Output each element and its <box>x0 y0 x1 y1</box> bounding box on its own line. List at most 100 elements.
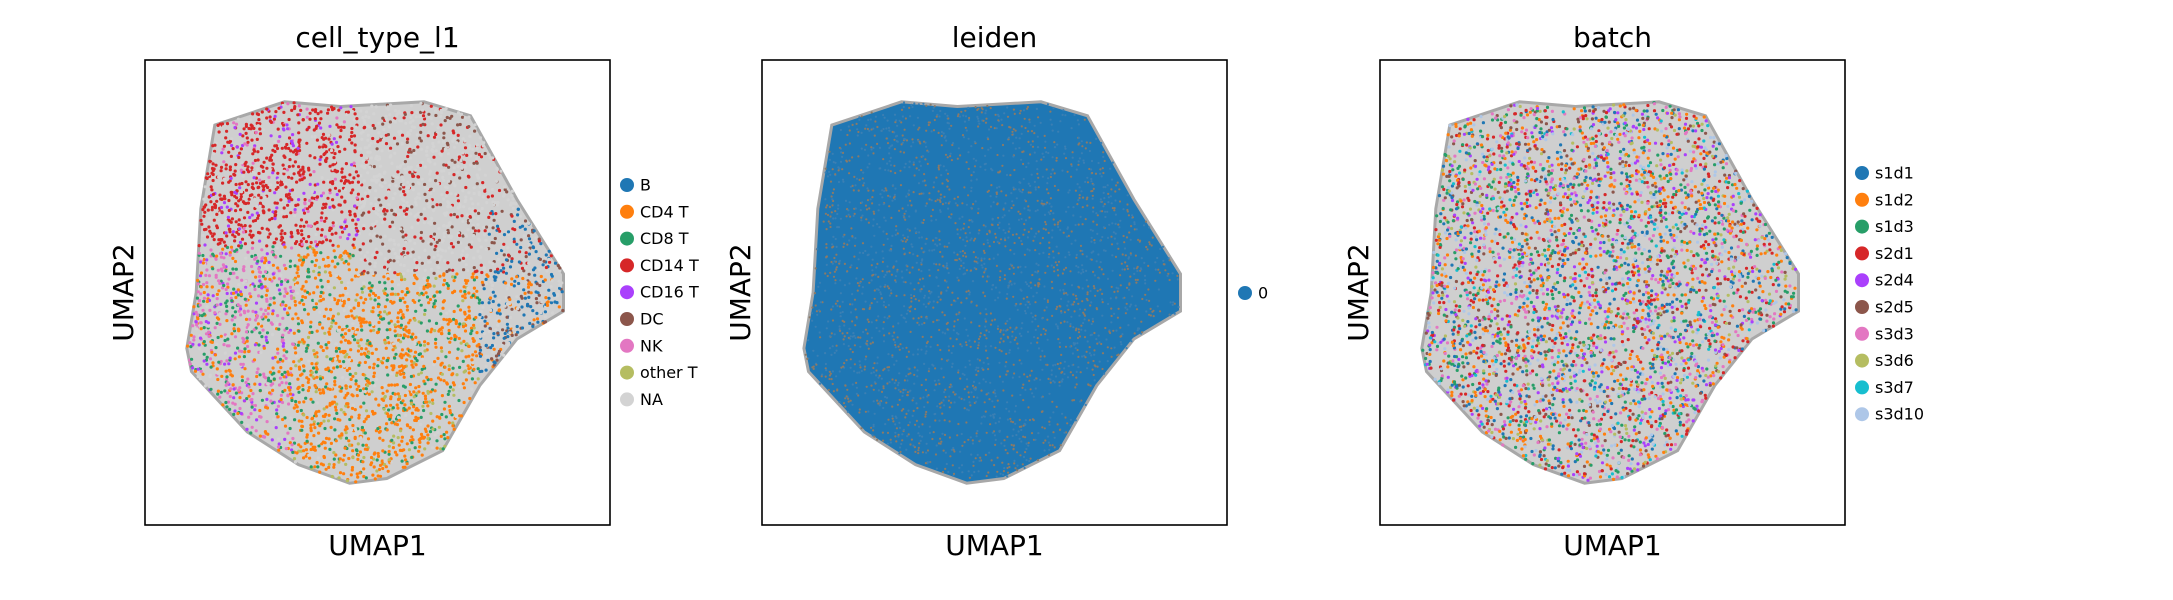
cell-point <box>232 396 236 400</box>
cell-point <box>247 394 251 398</box>
cell-point <box>1052 218 1055 221</box>
cell-point <box>435 203 439 207</box>
cell-point <box>403 255 407 259</box>
cell-point <box>510 337 515 341</box>
cell-point <box>831 345 834 348</box>
cell-point <box>1072 214 1075 217</box>
cell-point <box>268 232 272 236</box>
cell-point <box>436 182 440 186</box>
cell-point <box>513 228 517 232</box>
cell-point <box>255 137 259 141</box>
cell-point <box>473 350 478 354</box>
cell-point <box>281 344 285 348</box>
cell-point <box>938 382 941 385</box>
cell-point <box>997 420 1001 423</box>
cell-point <box>1045 188 1048 191</box>
cell-point <box>981 147 984 150</box>
cell-point <box>872 400 875 403</box>
cell-point <box>225 122 230 126</box>
cell-point <box>313 110 318 114</box>
cell-point <box>220 197 224 201</box>
cell-point <box>209 387 213 391</box>
cell-point <box>334 474 338 478</box>
cell-point <box>481 144 485 148</box>
cell-point <box>336 432 340 436</box>
cell-point <box>192 338 196 342</box>
cell-point <box>855 392 859 395</box>
cell-point <box>351 326 355 331</box>
cell-point <box>491 290 495 294</box>
cell-point <box>855 177 859 180</box>
cell-point <box>239 168 243 172</box>
cell-point <box>268 303 272 307</box>
cell-point <box>848 327 851 330</box>
cell-point <box>1070 315 1073 318</box>
cell-point <box>265 397 269 401</box>
cell-point <box>228 165 232 169</box>
cell-point <box>1034 328 1037 331</box>
cell-point <box>393 109 398 113</box>
cell-point <box>296 343 300 347</box>
cell-point <box>396 316 400 320</box>
cell-point <box>1064 147 1067 150</box>
cell-point <box>926 449 930 452</box>
cell-point <box>945 262 949 265</box>
cell-point <box>419 139 423 143</box>
cell-point <box>469 163 473 167</box>
cell-point <box>472 161 476 165</box>
cell-point <box>387 125 391 129</box>
cell-point <box>461 325 466 329</box>
cell-point <box>909 330 912 333</box>
cell-point <box>906 379 909 382</box>
cell-point <box>287 199 291 203</box>
cell-point <box>259 196 263 200</box>
cell-point <box>502 353 506 357</box>
cell-point <box>1086 204 1089 207</box>
cell-point <box>338 135 342 139</box>
cell-point <box>331 400 335 404</box>
cell-point <box>306 224 310 228</box>
cell-point <box>238 240 243 244</box>
cell-point <box>1048 423 1051 426</box>
cell-point <box>994 438 997 441</box>
cell-point <box>535 301 539 305</box>
cell-point <box>424 149 429 153</box>
cell-point <box>527 252 532 256</box>
cell-point <box>450 158 454 162</box>
cell-point <box>378 310 382 314</box>
cell-point <box>233 259 238 264</box>
cell-point <box>950 303 953 306</box>
cell-point <box>280 280 284 284</box>
cell-point <box>345 324 349 328</box>
cell-point <box>284 303 288 308</box>
cell-point <box>217 130 221 134</box>
cell-point <box>283 231 287 236</box>
cell-point <box>305 346 309 350</box>
cell-point <box>512 219 516 223</box>
cell-point <box>401 372 406 376</box>
cell-point <box>441 300 445 304</box>
cell-point <box>1085 350 1088 353</box>
cell-point <box>297 385 301 390</box>
cell-point <box>433 433 437 437</box>
cell-point <box>261 328 265 332</box>
cell-point <box>456 199 460 203</box>
cell-point <box>347 358 352 362</box>
cell-point <box>322 180 326 184</box>
cell-point <box>501 313 505 317</box>
cell-point <box>1031 273 1034 277</box>
cell-point <box>255 204 259 208</box>
cell-point <box>373 298 377 302</box>
cell-point <box>285 311 289 315</box>
cell-point <box>199 271 204 275</box>
cell-point <box>354 330 358 334</box>
cell-point <box>368 262 372 266</box>
cell-point <box>358 147 363 151</box>
cell-point <box>442 259 447 263</box>
cell-point <box>915 402 918 405</box>
cell-point <box>225 377 229 381</box>
cell-point <box>458 322 462 326</box>
cell-point <box>381 356 386 360</box>
cell-point <box>503 185 507 189</box>
cell-point <box>301 388 305 392</box>
